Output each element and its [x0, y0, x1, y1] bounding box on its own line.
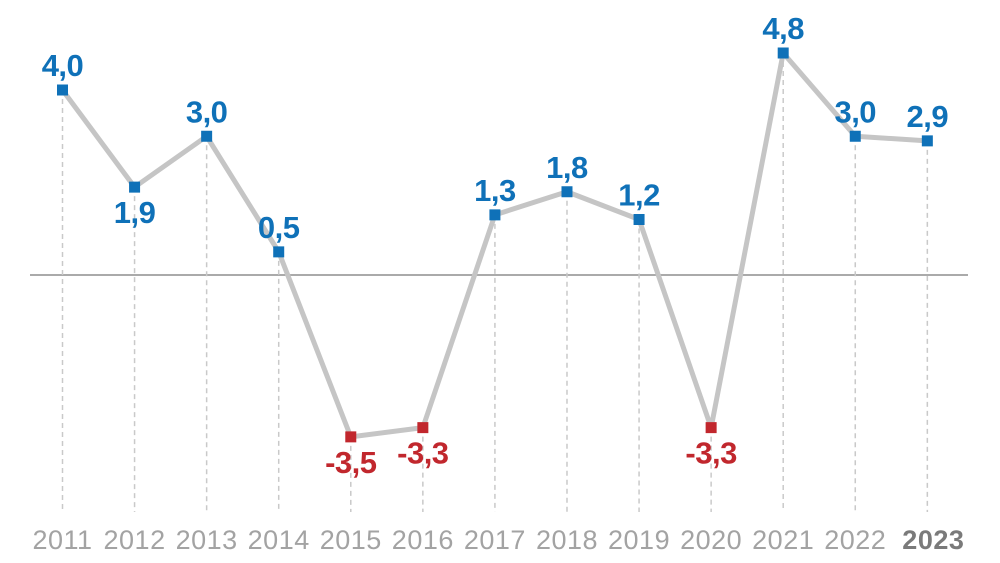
value-label: 1,3 [474, 173, 516, 208]
value-label: 0,5 [258, 210, 300, 245]
data-point-marker [201, 130, 213, 142]
data-point-marker [417, 422, 429, 434]
value-label: 3,0 [834, 94, 876, 129]
data-point-marker [705, 422, 717, 434]
value-label: 1,8 [546, 150, 588, 185]
year-axis-label: 2020 [680, 525, 742, 555]
year-axis-label: 2011 [32, 525, 92, 555]
year-axis-label: 2023 [902, 525, 964, 555]
year-axis-label: 2018 [536, 525, 598, 555]
data-point-marker [561, 186, 573, 198]
value-label: 4,0 [42, 48, 84, 83]
year-axis-label: 2016 [392, 525, 454, 555]
value-label: 4,8 [762, 11, 804, 46]
value-label: 2,9 [907, 99, 949, 134]
data-point-marker [921, 135, 933, 147]
year-axis-label: 2019 [608, 525, 670, 555]
data-point-marker [129, 181, 141, 193]
year-axis-label: 2021 [752, 525, 814, 555]
data-point-marker [345, 431, 357, 443]
data-point-marker [849, 130, 861, 142]
data-point-marker [273, 246, 285, 258]
year-axis-label: 2012 [104, 525, 166, 555]
data-point-marker [489, 209, 501, 221]
data-point-marker [57, 84, 68, 96]
data-point-marker [777, 47, 789, 59]
year-axis-label: 2013 [176, 525, 238, 555]
value-label: -3,5 [325, 445, 377, 480]
year-axis-label: 2015 [320, 525, 382, 555]
year-axis-label: 2014 [248, 525, 310, 555]
data-point-marker [633, 214, 645, 225]
value-label: -3,3 [397, 436, 449, 471]
year-axis-label: 2017 [464, 525, 526, 555]
value-label: -3,3 [685, 436, 737, 471]
value-label: 3,0 [186, 94, 228, 129]
value-label: 1,9 [114, 195, 156, 230]
year-axis-label: 2022 [824, 525, 886, 555]
value-label: 1,2 [618, 178, 660, 213]
